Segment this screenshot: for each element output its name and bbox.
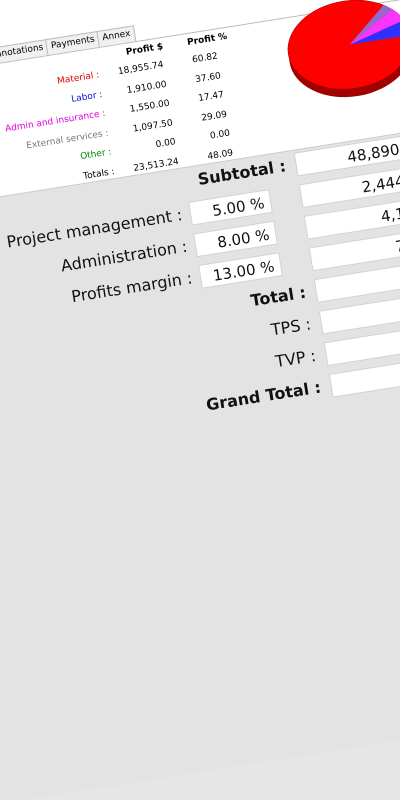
- pie-chart: [287, 0, 400, 98]
- page: sAnnotationsPaymentsAnnexProfit $Profit …: [0, 0, 400, 415]
- pie-slice: [349, 19, 400, 45]
- pie-slice: [349, 9, 400, 45]
- pie-slice: [349, 4, 393, 45]
- screen: sAnnotationsPaymentsAnnexProfit $Profit …: [0, 0, 400, 415]
